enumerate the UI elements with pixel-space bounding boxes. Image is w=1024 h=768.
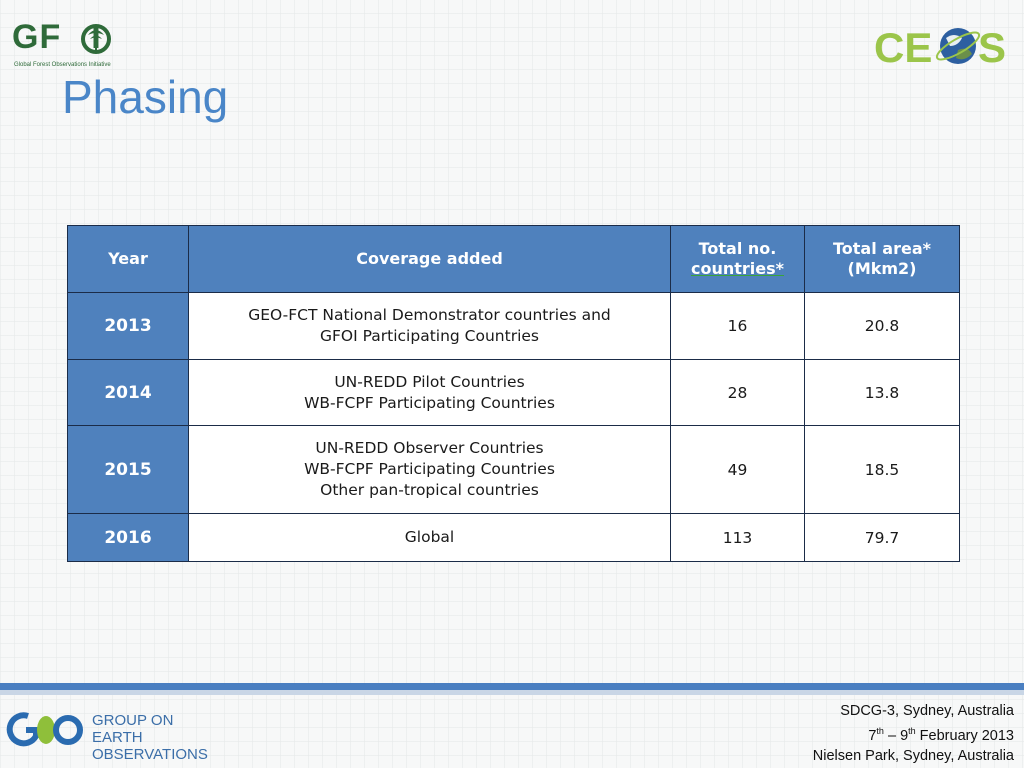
coverage-line: GFOI Participating Countries xyxy=(320,327,539,345)
slide-title: Phasing xyxy=(62,71,229,123)
countries-cell: 113 xyxy=(670,513,805,562)
coverage-line: Other pan-tropical countries xyxy=(320,481,539,499)
coverage-line: UN-REDD Observer Countries xyxy=(315,439,544,457)
ceos-logo-text-right: S xyxy=(978,24,1006,71)
table-row: 2014 UN-REDD Pilot Countries WB-FCPF Par… xyxy=(67,359,960,426)
header-countries: Total no. countries* xyxy=(670,225,805,293)
footer-band-light xyxy=(0,690,1024,695)
coverage-line: UN-REDD Pilot Countries xyxy=(334,372,525,391)
area-cell: 20.8 xyxy=(804,292,960,360)
footer-band xyxy=(0,683,1024,690)
footer-line-3: Nielsen Park, Sydney, Australia xyxy=(812,747,1014,764)
coverage-cell: Global xyxy=(188,513,671,562)
coverage-line: WB-FCPF Participating Countries xyxy=(304,460,555,478)
year-cell: 2015 xyxy=(67,425,189,514)
table-header-row: Year Coverage added Total no. countries* … xyxy=(67,225,960,293)
area-cell: 13.8 xyxy=(804,359,960,426)
geo-line2: EARTH OBSERVATIONS xyxy=(92,729,208,763)
coverage-line: GEO-FCT National Demonstrator countries … xyxy=(248,306,611,324)
gfoi-logo: GFI Global Forest Observations Initiativ… xyxy=(12,18,142,74)
header-area: Total area* (Mkm2) xyxy=(804,225,960,293)
header-coverage: Coverage added xyxy=(188,225,671,293)
header-year: Year xyxy=(67,225,189,293)
header-area-text: Total area* (Mkm2) xyxy=(833,239,931,278)
geo-logo-text: GROUP ON EARTH OBSERVATIONS xyxy=(92,712,256,763)
coverage-cell: GEO-FCT National Demonstrator countries … xyxy=(188,292,671,360)
coverage-line: Global xyxy=(404,528,455,546)
coverage-line: WB-FCPF Participating Countries xyxy=(304,393,555,412)
countries-cell: 49 xyxy=(670,425,805,514)
coverage-cell: UN-REDD Observer Countries WB-FCPF Parti… xyxy=(188,425,671,514)
year-cell: 2013 xyxy=(67,292,189,360)
footer-info: SDCG-3, Sydney, Australia 7th – 9th Febr… xyxy=(813,701,1014,766)
coverage-cell: UN-REDD Pilot Countries WB-FCPF Particip… xyxy=(188,359,671,426)
table-row: 2016 Global 113 79.7 xyxy=(67,513,960,562)
phasing-table: Year Coverage added Total no. countries* … xyxy=(67,225,960,562)
year-cell: 2014 xyxy=(67,359,189,426)
header-countries-text: Total no. countries* xyxy=(690,239,785,278)
countries-cell: 16 xyxy=(670,292,805,360)
tree-in-circle-icon xyxy=(81,24,111,54)
table-row: 2013 GEO-FCT National Demonstrator count… xyxy=(67,292,960,360)
ceos-logo-text-left: CE xyxy=(874,24,932,71)
footer-line-1: SDCG-3, Sydney, Australia xyxy=(840,703,1014,719)
footer-line-2: 7th – 9th February 2013 xyxy=(868,726,1014,744)
geo-line1: GROUP ON xyxy=(92,712,174,729)
table-row: 2015 UN-REDD Observer Countries WB-FCPF … xyxy=(67,425,960,514)
area-cell: 18.5 xyxy=(804,425,960,514)
area-cell: 79.7 xyxy=(804,513,960,562)
ceos-logo: CE S xyxy=(874,24,1006,71)
geo-logo: GROUP ON EARTH OBSERVATIONS xyxy=(6,708,256,763)
countries-cell: 28 xyxy=(670,359,805,426)
gfoi-tagline: Global Forest Observations Initiative xyxy=(14,62,111,68)
geo-mark-icon xyxy=(6,712,83,747)
earth-globe-icon xyxy=(935,28,981,64)
year-cell: 2016 xyxy=(67,513,189,562)
